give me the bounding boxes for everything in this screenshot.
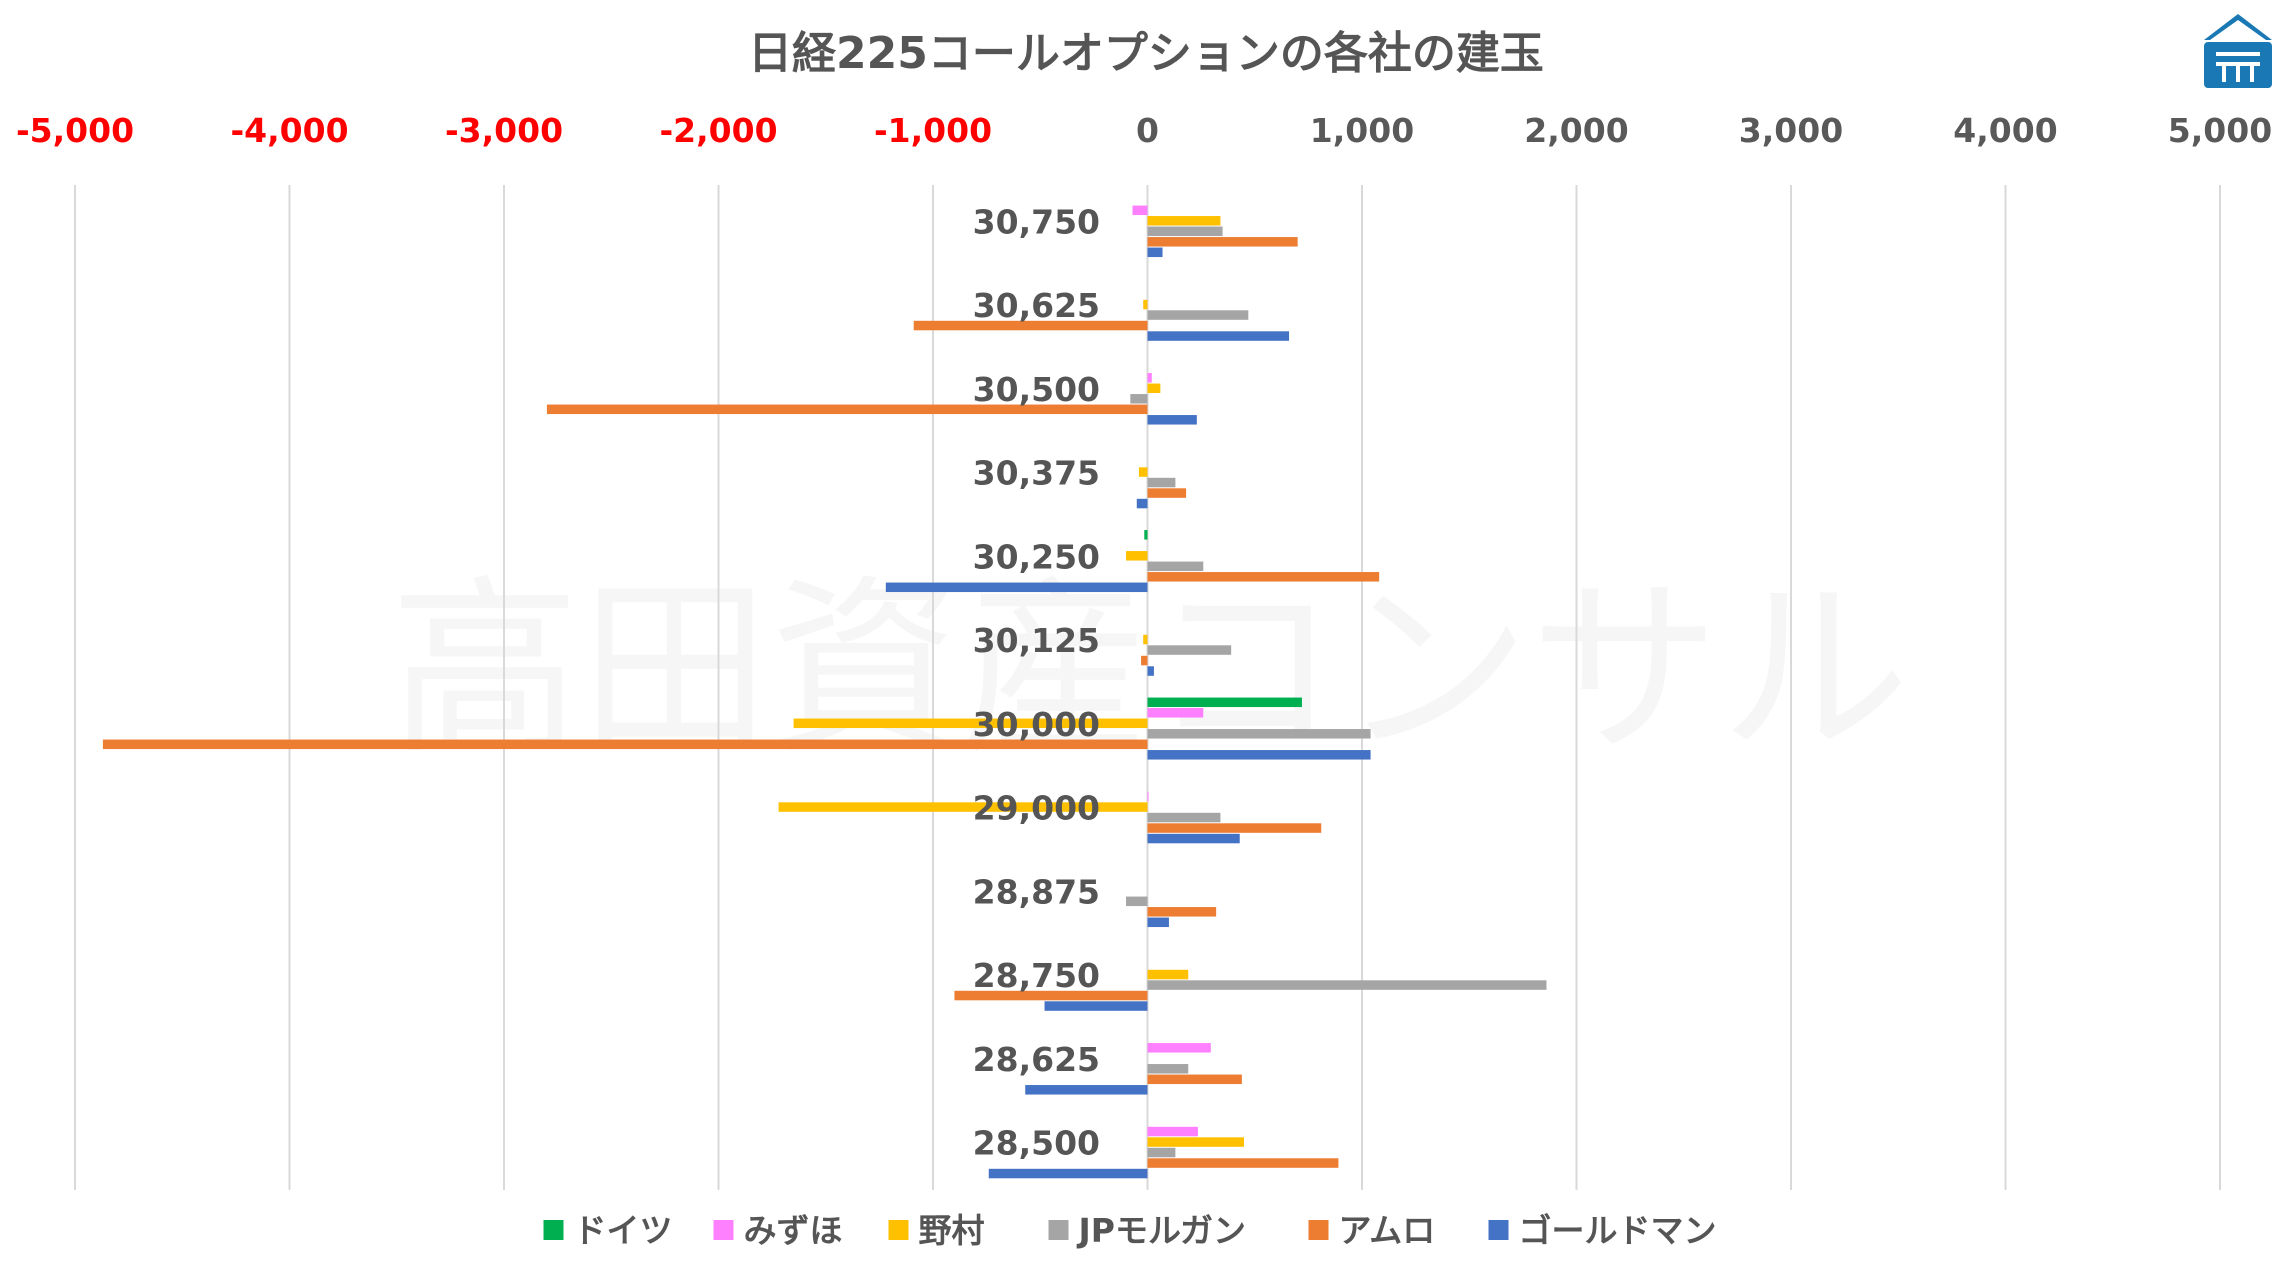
bar [1147,833,1240,844]
chart-title: 日経225コールオプションの各社の建玉 [748,28,1544,79]
bar [1147,666,1154,676]
legend-label: 野村 [919,1211,985,1250]
legend-swatch [543,1220,564,1240]
x-tick-label: 0 [1136,111,1159,150]
bar [1143,634,1148,645]
legend-swatch [1308,1220,1329,1240]
bar [1147,697,1302,708]
category-labels: 30,750 30,625 30,500 30,375 30,250 30,125 30,0… [973,202,1100,1162]
bar [1147,247,1163,258]
category-label: 28,500 [973,1124,1100,1163]
bar [1143,299,1148,310]
legend-label: アムロ [1339,1211,1436,1250]
bar [1147,1147,1176,1158]
category-label: 28,625 [973,1040,1100,1079]
bar [1147,645,1232,655]
bar [102,739,1148,750]
bar [1147,1137,1245,1147]
legend-swatch [888,1220,909,1240]
bar [988,1168,1148,1179]
bar [1147,572,1380,582]
bar [1147,917,1169,928]
x-tick-label: -5,000 [16,111,134,150]
category-label: 30,000 [973,705,1100,744]
legend-swatch [1488,1220,1509,1240]
x-tick-label: 2,000 [1524,111,1628,150]
bar [1147,812,1221,823]
bar [1141,655,1148,666]
category-label: 30,250 [973,537,1100,576]
x-tick-label: -1,000 [874,111,992,150]
legend-label: JPモルガン [1077,1211,1246,1250]
bar [1147,415,1197,425]
bar [1147,488,1187,498]
bar [1147,791,1149,802]
category-label: 30,750 [973,202,1100,241]
bar [1147,969,1189,980]
bar [1147,1064,1189,1074]
bar [546,404,1148,415]
bar [1147,477,1176,488]
bar [1147,383,1161,394]
bar [1147,750,1371,760]
gridlines [74,185,2221,1190]
bar [1130,394,1148,404]
bars [102,205,1547,1179]
legend-label: みずほ [744,1211,843,1250]
legend-label: ゴールドマン [1519,1211,1717,1250]
bar [954,990,1148,1001]
bar [1147,226,1223,237]
bar [1147,331,1290,341]
legend: ドイツ みずほ 野村 JPモルガン アムロ ゴールドマン [543,1211,1717,1250]
bar [885,582,1148,593]
x-axis-tick-labels: -5,000 -4,000 -3,000 -2,000 -1,000 0 1,000 2,00… [16,111,2272,150]
category-label: 30,500 [973,370,1100,409]
x-tick-label: -2,000 [659,111,777,150]
bar [1147,1043,1211,1053]
x-tick-label: -3,000 [445,111,563,150]
bar [1147,310,1249,320]
bar [793,718,1148,729]
bar [1044,1001,1148,1011]
bar [1147,729,1371,739]
category-label: 30,125 [973,621,1100,660]
bar [1132,205,1148,216]
legend-swatch [713,1220,734,1240]
bar [1144,530,1148,540]
legend-swatch [1048,1220,1069,1240]
category-label: 28,750 [973,956,1100,995]
bar [1126,896,1148,907]
bar [1147,1074,1242,1085]
bar [1147,216,1221,226]
category-label: 29,000 [973,789,1100,828]
bar [1025,1085,1148,1095]
bar [1147,373,1152,383]
legend-label: ドイツ [574,1211,673,1250]
bar [1147,823,1322,833]
x-tick-label: 1,000 [1310,111,1414,150]
bar [778,802,1148,812]
bar [1138,467,1148,477]
bar [1147,907,1217,917]
bar [913,320,1148,331]
company-logo-icon [2204,14,2272,88]
x-tick-label: 3,000 [1739,111,1843,150]
category-label: 30,625 [973,286,1100,325]
x-tick-label: 4,000 [1953,111,2057,150]
bar [1147,1126,1198,1137]
bar [1126,551,1148,561]
category-label: 30,375 [973,454,1100,493]
bar [1147,561,1204,572]
bar [1147,708,1204,718]
bar [1147,1158,1339,1168]
category-label: 28,875 [973,872,1100,911]
x-tick-label: 5,000 [2168,111,2272,150]
bar [1136,498,1148,509]
bar [1147,237,1298,247]
bar [1147,980,1547,990]
x-tick-label: -4,000 [230,111,348,150]
